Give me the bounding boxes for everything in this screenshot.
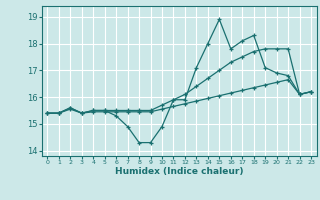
X-axis label: Humidex (Indice chaleur): Humidex (Indice chaleur)	[115, 167, 244, 176]
